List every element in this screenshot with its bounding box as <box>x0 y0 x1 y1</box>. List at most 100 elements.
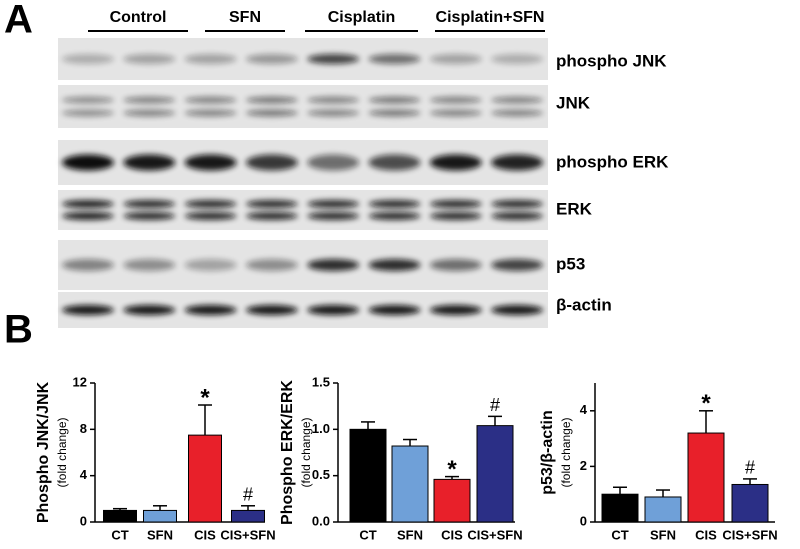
band-label: ERK <box>556 199 593 218</box>
band <box>62 109 114 117</box>
band <box>491 212 544 220</box>
band <box>123 54 176 64</box>
band <box>62 212 114 220</box>
band <box>123 212 176 220</box>
panel-label: B <box>4 308 33 352</box>
band <box>307 212 360 220</box>
band <box>368 109 421 117</box>
x-tick-label: CIS+SFN <box>722 527 777 542</box>
x-tick-label: CT <box>359 527 376 542</box>
significance-mark: * <box>701 390 711 417</box>
significance-mark: # <box>745 458 755 478</box>
y-tick-label: 4 <box>580 402 588 417</box>
band <box>184 305 237 315</box>
y-tick-label: 12 <box>73 374 87 389</box>
band <box>62 154 114 171</box>
y-axis-subtitle: (fold change) <box>55 417 69 487</box>
band <box>368 259 421 271</box>
band <box>491 305 544 315</box>
band <box>307 200 360 208</box>
band-label: phospho ERK <box>556 152 669 171</box>
band <box>307 305 360 315</box>
panel-label: A <box>4 0 33 42</box>
band <box>62 305 114 315</box>
band <box>307 259 360 271</box>
x-tick-label: CIS <box>441 527 463 542</box>
x-tick-label: CT <box>611 527 628 542</box>
band <box>491 154 544 171</box>
band <box>429 154 482 171</box>
band <box>123 109 176 117</box>
band <box>368 54 421 64</box>
bar <box>391 445 429 523</box>
y-tick-label: 1.5 <box>312 374 330 389</box>
x-tick-label: CT <box>111 527 128 542</box>
band <box>245 54 298 64</box>
band <box>245 305 298 315</box>
x-tick-label: CIS+SFN <box>220 527 275 542</box>
bar <box>601 493 639 523</box>
x-tick-label: CIS <box>695 527 717 542</box>
band <box>62 96 114 104</box>
y-axis-title: p53/β-actin <box>539 410 556 494</box>
x-tick-label: SFN <box>397 527 423 542</box>
bar <box>103 509 137 523</box>
band-label: β-actin <box>556 295 612 314</box>
bar-chart: p53/β-actin (fold change) 0 2 4 CT SFN CIS * CIS+… <box>539 383 778 542</box>
blot-strip <box>58 190 548 230</box>
band <box>184 212 237 220</box>
band-label: phospho JNK <box>556 51 667 70</box>
bar <box>687 432 725 523</box>
y-tick-label: 1.0 <box>312 421 330 436</box>
y-axis-subtitle: (fold change) <box>299 417 313 487</box>
band <box>123 96 176 104</box>
band <box>491 109 544 117</box>
group-label: Cisplatin <box>328 9 396 26</box>
y-tick-label: 4 <box>80 467 88 482</box>
significance-mark: * <box>200 384 210 411</box>
group-label: Control <box>110 9 167 26</box>
band <box>245 212 298 220</box>
significance-mark: # <box>490 395 500 415</box>
band <box>184 154 237 171</box>
group-label: SFN <box>229 9 261 26</box>
band <box>123 259 176 271</box>
bar-chart: Phospho JNK/JNK (fold change) 0 4 8 12 CT SFN CI… <box>35 374 275 542</box>
band <box>429 212 482 220</box>
band <box>368 212 421 220</box>
band <box>368 96 421 104</box>
band <box>429 54 482 64</box>
band <box>123 154 176 171</box>
band <box>429 200 482 208</box>
bar-chart: Phospho ERK/ERK (fold change) 0.0 0.5 1.0 1.5… <box>279 374 522 542</box>
band <box>62 259 114 271</box>
y-axis-title: Phospho ERK/ERK <box>279 380 296 525</box>
bar <box>143 509 177 523</box>
band <box>245 200 298 208</box>
band <box>307 54 360 64</box>
band <box>123 305 176 315</box>
y-tick-label: 0.5 <box>312 467 330 482</box>
band <box>368 200 421 208</box>
band <box>429 259 482 271</box>
x-tick-label: CIS <box>194 527 216 542</box>
band <box>429 96 482 104</box>
x-tick-label: CIS+SFN <box>467 527 522 542</box>
band <box>184 54 237 64</box>
bar <box>231 509 265 523</box>
y-axis-subtitle: (fold change) <box>559 417 573 487</box>
y-axis-title: Phospho JNK/JNK <box>35 381 52 523</box>
band <box>368 154 421 171</box>
bar <box>433 478 471 523</box>
band <box>184 200 237 208</box>
band <box>123 200 176 208</box>
band <box>245 96 298 104</box>
western-blot: Control SFN Cisplatin Cisplatin+SFN phospho … <box>58 9 669 328</box>
band <box>429 109 482 117</box>
band <box>307 154 360 171</box>
band <box>307 96 360 104</box>
band <box>307 109 360 117</box>
band <box>368 305 421 315</box>
